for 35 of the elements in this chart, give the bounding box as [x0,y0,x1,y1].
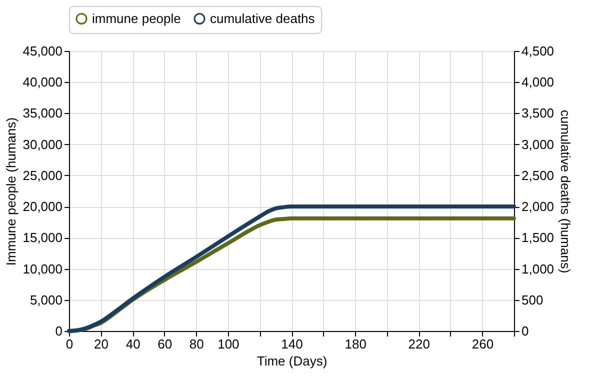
y-tick-label: 45,000 [22,44,62,58]
y2-tick-label: 4,000 [522,74,554,90]
y2-tick-label: 4,500 [522,44,554,58]
y2-tick-label: 0 [522,324,529,338]
x-axis-title: Time (Days) [256,354,328,368]
x-tick-label: 60 [158,336,172,352]
y2-tick-label: 2,500 [522,168,554,183]
x-tick-label: 100 [218,336,240,352]
legend-label: immune people [92,10,181,26]
x-tick-label: 20 [94,336,109,352]
legend-label: cumulative deaths [210,10,316,26]
x-tick-label: 40 [126,336,140,352]
y2-tick-label: 3,000 [522,136,554,152]
x-tick-label: 260 [472,336,494,352]
x-tick-label: 80 [189,336,204,352]
y-tick-label: 35,000 [22,106,62,121]
y2-tick-label: 2,000 [522,199,554,214]
y2-tick-label: 1,000 [522,261,554,276]
y-tick-label: 10,000 [22,261,62,276]
y2-tick-label: 3,500 [522,106,554,121]
x-tick-label: 180 [344,336,366,352]
y2-tick-label: 1,500 [522,230,554,246]
y-tick-label: 40,000 [22,74,62,90]
x-tick-label: 0 [66,336,74,352]
x-tick-label: 220 [408,336,430,352]
y-tick-label: 0 [55,324,62,338]
y-tick-label: 25,000 [22,168,62,183]
x-tick-label: 140 [281,336,303,352]
y-tick-label: 20,000 [22,199,62,214]
y-tick-label: 5,000 [30,292,62,308]
y-tick-label: 30,000 [22,136,62,152]
y-tick-label: 15,000 [22,230,62,246]
y2-axis-title: cumulative deaths (humans) [558,110,574,274]
y-axis-title: Immune people (humans) [4,117,19,266]
y2-tick-label: 500 [522,292,544,308]
